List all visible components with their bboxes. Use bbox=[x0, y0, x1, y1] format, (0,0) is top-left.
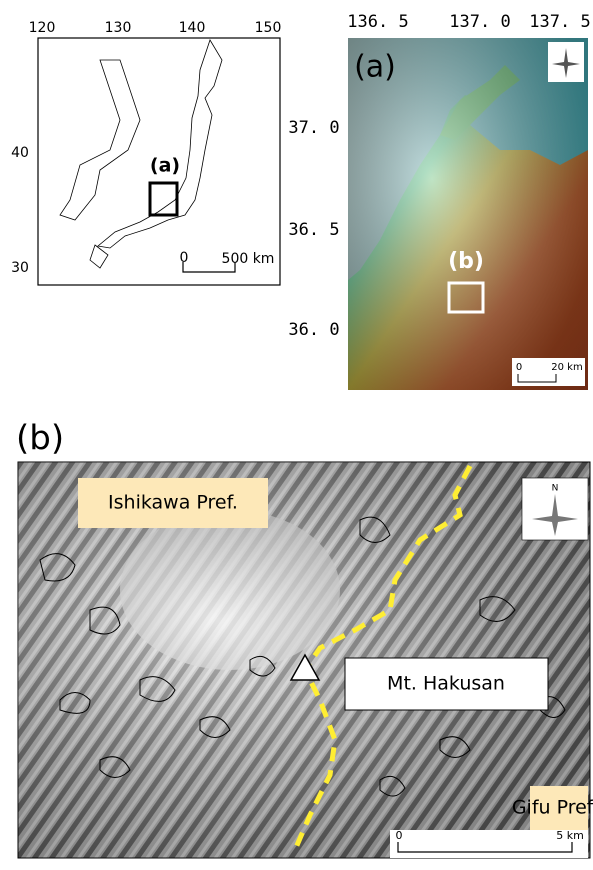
scale-length: 20 km bbox=[551, 362, 582, 373]
x-label: 137. 5 bbox=[529, 12, 590, 32]
x-label: 137. 0 bbox=[449, 12, 510, 32]
box-label: (a) bbox=[150, 155, 180, 177]
scale-length: 5 km bbox=[556, 829, 584, 842]
y-label: 36. 5 bbox=[288, 220, 339, 240]
compass-label: N bbox=[552, 484, 559, 494]
panel-label: (b) bbox=[16, 419, 64, 459]
map-b: Ishikawa Pref. Mt. Hakusan Gifu Pref. N … bbox=[18, 462, 593, 858]
y-label: 37. 0 bbox=[288, 118, 339, 138]
scale-start: 0 bbox=[396, 829, 403, 842]
y-label: 36. 0 bbox=[288, 320, 339, 340]
x-label: 140 bbox=[179, 20, 206, 36]
scale-start: 0 bbox=[180, 250, 189, 266]
scale-length: 500 km bbox=[222, 251, 275, 267]
x-label: 150 bbox=[255, 20, 282, 36]
summit-label: Mt. Hakusan bbox=[387, 673, 505, 695]
hillshade bbox=[348, 38, 588, 390]
x-label: 130 bbox=[105, 20, 132, 36]
prefecture-label: Ishikawa Pref. bbox=[108, 492, 238, 514]
x-label: 120 bbox=[29, 20, 56, 36]
japan-map: (a) 120 130 140 150 40 30 0 500 km bbox=[11, 20, 281, 285]
figure: (a) 120 130 140 150 40 30 0 500 km (a) (… bbox=[0, 0, 593, 870]
y-label: 30 bbox=[11, 260, 29, 276]
panel-label: (a) bbox=[354, 50, 396, 85]
box-label: (b) bbox=[448, 249, 484, 274]
scale-start: 0 bbox=[516, 362, 522, 373]
x-label: 136. 5 bbox=[347, 12, 408, 32]
y-label: 40 bbox=[11, 145, 29, 161]
prefecture-label: Gifu Pref. bbox=[512, 797, 593, 819]
map-a: (a) (b) 0 20 km 136. 5 137. 0 137. 5 37.… bbox=[288, 12, 590, 390]
